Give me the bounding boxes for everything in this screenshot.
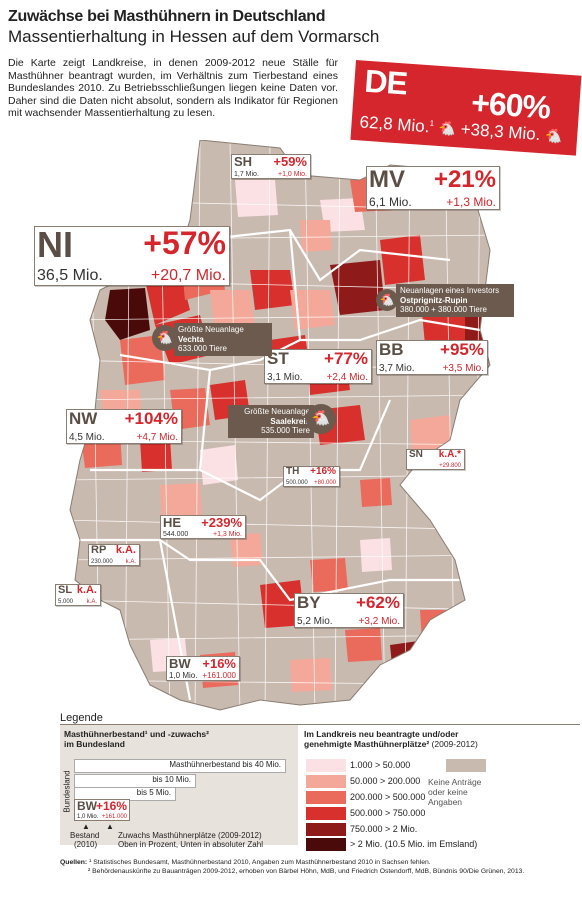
source-1: ¹ Statistisches Bundesamt, Masthühnerbes… [89,859,431,866]
chicken-icon: 🐔 [306,404,336,434]
legend-bundesland: Masthühnerbestand¹ und -zuwachs² im Bund… [60,725,298,849]
legend-class-label: > 2 Mio. (10.5 Mio. im Emsland) [350,839,478,849]
chicken-icon: 🐔 [544,127,564,145]
chicken-icon: 🐔 [376,289,398,311]
chicken-icon: 🐔 [438,119,457,138]
legend-swatch-3 [306,791,346,804]
legend-example-pct: +16% [95,799,127,813]
callout-count: 380.000 + 380.000 Tiere [400,305,487,314]
legend-bar-10: bis 10 Mio. [74,774,196,788]
source-line-1: Quellen: ¹ Statistisches Bundesamt, Mast… [60,858,580,867]
legend-bestand: Bestand [70,831,100,840]
callout-place: Vechta [178,334,204,344]
state-label-st: ST +77% 3,1 Mio. +2,4 Mio. [264,349,372,384]
legend-right-title-row: genehmigte Masthühnerplätze² (2009-2012) [304,739,478,749]
state-label-th: TH +16% 500.000 +80.000 [283,466,340,487]
source-2: ² Behördenauskünfte zu Bauanträgen 2009-… [88,868,525,875]
callout-count: 633.000 Tiere [178,344,227,353]
state-label-bw: BW +16% 1,0 Mio. +161.000 [166,656,240,681]
callout-line: Größte Neuanlage [244,407,310,416]
legend-bar-label: Masthühnerbestand bis 40 Mio. [169,760,281,769]
legend-zuwachs-sub: Oben in Prozent, Unten in absoluter Zahl [118,840,263,849]
callout-count: 535.000 Tiere [261,426,310,435]
callout-vechta: Größte Neuanlage Vechta 633.000 Tiere [174,323,272,356]
page-subtitle: Massentierhaltung in Hessen auf dem Vorm… [8,27,380,46]
legend-swatch-1 [306,759,346,772]
state-label-ni: NI +57% 36,5 Mio. +20,7 Mio. [34,224,230,286]
national-stock-sup: 1 [429,118,435,128]
legend-bestand-year: (2010) [74,840,98,849]
national-code: DE [363,62,409,102]
chicken-icon: 🐔 [152,325,178,351]
legend-right-title2: genehmigte Masthühnerplätze² [304,739,430,749]
state-label-rp: RP k.A. 230.000 k.A. [88,544,140,566]
legend-class-label: 200.000 > 500.000 [350,792,426,802]
legend-swatch-2 [306,775,346,788]
state-label-nw: NW +104% 4,5 Mio. +4,7 Mio. [66,409,182,444]
legend-class-label: 500.000 > 750.000 [350,808,426,818]
legend-bar-label: bis 10 Mio. [152,775,191,784]
state-label-sh: SH +59% 1,7 Mio. +1,0 Mio. [231,154,311,179]
legend-bar-label: bis 5 Mio. [136,788,171,797]
sources: Quellen: ¹ Statistisches Bundesamt, Mast… [60,858,580,876]
legend-example-growth: +161.000 [101,814,127,820]
state-label-he: HE +239% 544.000 +1,3 Mio. [160,515,246,539]
callout-saalekreis: Größte Neuanlage Saalekreis 535.000 Tier… [228,405,314,438]
callout-line: Neuanlagen eines Investors [400,286,500,295]
legend-axis-label: Bundesland [62,770,72,813]
state-label-sn: SN k.A.* +29.800 [406,449,465,470]
intro-text: Die Karte zeigt Landkreise, in denen 200… [8,57,338,119]
legend-zuwachs: Zuwachs Masthühnerplätze (2009-2012) [118,831,262,840]
legend-example-stock: 1,0 Mio. [77,814,99,820]
state-label-by: BY +62% 5,2 Mio. +3,2 Mio. [294,593,404,628]
legend-right-years: (2009-2012) [431,739,478,749]
legend-none-label: Keine Anträge oder keine Angaben [428,777,482,807]
callout-line: Größte Neuanlage [178,325,244,334]
state-label-bb: BB +95% 3,7 Mio. +3,5 Mio. [376,340,488,375]
legend-landkreis: Im Landkreis neu beantragte und/oder gen… [300,725,580,851]
legend-class-label: 1.000 > 50.000 [350,760,411,770]
legend-bar-40: Masthühnerbestand bis 40 Mio. [74,759,286,773]
legend-heading: Legende [60,712,103,724]
national-stock: 62,8 Mio. [359,112,431,137]
callout-ostprignitz: Neuanlagen eines Investors Ostprignitz-R… [396,284,514,317]
sources-label: Quellen: [60,859,88,866]
legend-left-title2: im Bundesland [64,739,125,749]
legend-right-title: Im Landkreis neu beantragte und/oder [304,729,459,739]
legend-swatch-5 [306,823,346,836]
callout-place: Saalekreis [270,416,310,426]
legend-swatch-4 [306,807,346,820]
legend-swatch-none [446,759,486,772]
legend-class-label: 750.000 > 2 Mio. [350,824,418,834]
legend-left-title: Masthühnerbestand¹ und -zuwachs² [64,729,209,739]
legend-example-box: BW +16% 1,0 Mio. +161.000 [74,799,130,821]
state-label-mv: MV +21% 6,1 Mio. +1,3 Mio. [366,166,500,210]
legend: Masthühnerbestand¹ und -zuwachs² im Bund… [60,724,580,851]
arrow-up-icon: ▲ [82,822,90,831]
legend-example-code: BW [77,799,97,813]
arrow-up-icon: ▲ [106,822,114,831]
callout-place: Ostprignitz-Rupin [400,295,468,305]
legend-class-label: 50.000 > 200.000 [350,776,421,786]
state-label-sl: SL k.A. 5.000 k.A. [55,584,101,606]
page-title: Zuwächse bei Masthühnern in Deutschland [8,8,326,25]
legend-swatch-6 [306,838,346,851]
